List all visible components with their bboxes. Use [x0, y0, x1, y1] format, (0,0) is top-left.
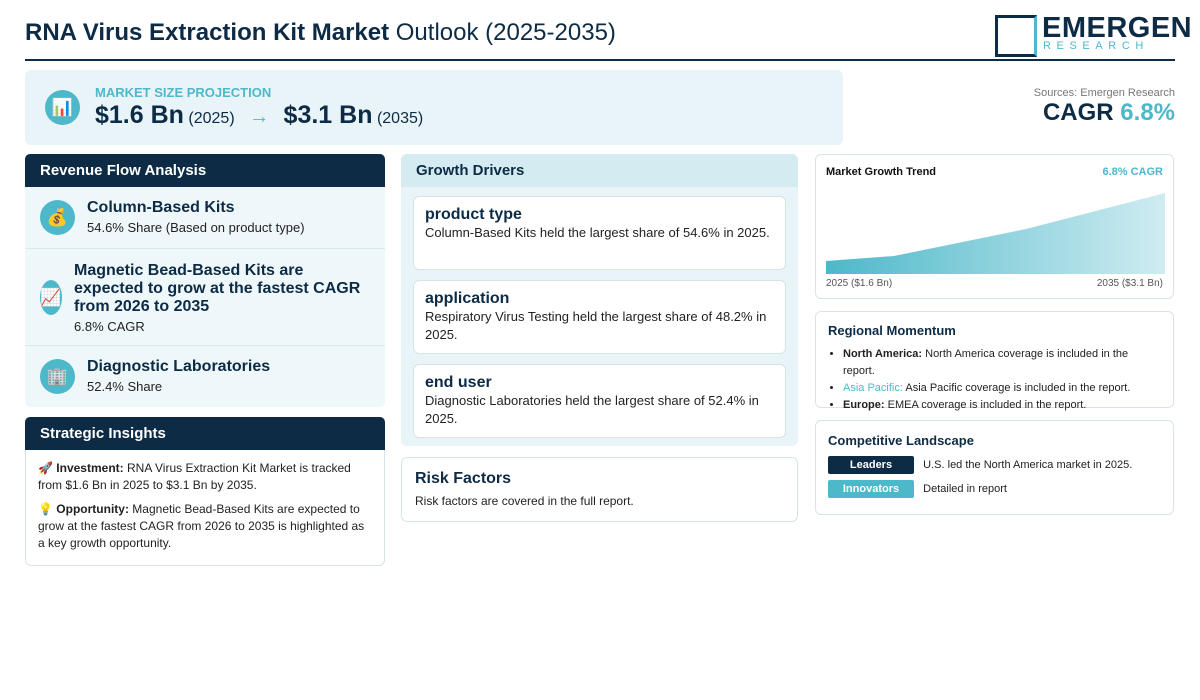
end-value: $3.1 Bn [283, 101, 373, 129]
item-detail: 6.8% CAGR [74, 319, 145, 334]
competitive-text: Detailed in report [923, 483, 1007, 495]
driver-text: Respiratory Virus Testing held the large… [425, 309, 767, 342]
insights-panel: Strategic Insights 🚀 Investment: RNA Vir… [25, 417, 385, 566]
regional-card: Regional Momentum North America: North A… [815, 311, 1174, 411]
badge: Innovators [828, 480, 914, 498]
competitive-title: Competitive Landscape [828, 433, 974, 448]
driver-card: product type Column-Based Kits held the … [413, 196, 786, 270]
competitive-text: U.S. led the North America market in 202… [923, 459, 1133, 471]
cagr-value: 6.8% [1120, 99, 1175, 126]
region-name: Europe: [843, 399, 885, 411]
risk-card: Risk Factors Risk factors are covered in… [401, 457, 798, 522]
revenue-item: 🏢 Diagnostic Laboratories 52.4% Share [25, 346, 385, 407]
trend-cagr: 6.8% CAGR [1102, 166, 1163, 178]
insight-label: Opportunity: [56, 502, 129, 516]
item-title: Diagnostic Laboratories [87, 358, 271, 375]
competitive-row: Innovators Detailed in report [828, 480, 1161, 498]
logo-sub: RESEARCH [1043, 40, 1149, 52]
insight-label: Investment: [56, 461, 124, 475]
trend-title: Market Growth Trend [826, 166, 937, 178]
title-bold: RNA Virus Extraction Kit Market [25, 19, 390, 46]
driver-title: end user [425, 374, 492, 391]
revenue-item: 📈 Magnetic Bead-Based Kits are expected … [25, 249, 385, 346]
item-icon: 🏢 [40, 359, 75, 394]
region-name: North America: [843, 348, 923, 360]
badge: Leaders [828, 456, 914, 474]
projection-values: $1.6 Bn (2025) → $3.1 Bn (2035) [95, 101, 423, 130]
cagr: CAGR 6.8% [1043, 99, 1175, 127]
drivers-panel: Growth Drivers product type Column-Based… [401, 154, 798, 446]
panel-title: Growth Drivers [401, 154, 798, 187]
end-year: (2035) [376, 110, 424, 127]
driver-text: Column-Based Kits held the largest share… [425, 225, 770, 240]
revenue-items: 💰 Column-Based Kits 54.6% Share (Based o… [25, 187, 385, 407]
driver-card: end user Diagnostic Laboratories held th… [413, 364, 786, 438]
item-title: Column-Based Kits [87, 199, 235, 216]
logo-mark [995, 15, 1037, 57]
panel-title: Revenue Flow Analysis [25, 154, 385, 187]
insight: 🚀 Investment: RNA Virus Extraction Kit M… [38, 460, 372, 494]
risk-title: Risk Factors [415, 470, 512, 487]
competitive-row: Leaders U.S. led the North America marke… [828, 456, 1161, 474]
driver-title: product type [425, 206, 522, 223]
insights-body: 🚀 Investment: RNA Virus Extraction Kit M… [25, 450, 385, 566]
revenue-panel: Revenue Flow Analysis 💰 Column-Based Kit… [25, 154, 385, 407]
title-rest: Outlook (2025-2035) [395, 19, 616, 46]
regional-list: North America: North America coverage is… [828, 346, 1161, 414]
panel-title: Strategic Insights [25, 417, 385, 450]
sources: Sources: Emergen Research [1033, 87, 1175, 99]
driver-title: application [425, 290, 510, 307]
region-name: Asia Pacific: [843, 382, 903, 394]
region-text: EMEA coverage is included in the report. [887, 399, 1087, 411]
item-detail: 54.6% Share (Based on product type) [87, 220, 305, 235]
driver-text: Diagnostic Laboratories held the largest… [425, 393, 759, 426]
revenue-item: 💰 Column-Based Kits 54.6% Share (Based o… [25, 187, 385, 249]
region-item: Asia Pacific: Asia Pacific coverage is i… [843, 380, 1161, 397]
cagr-label: CAGR [1042, 99, 1114, 126]
insight-icon: 💡 [38, 502, 53, 516]
region-text: North America coverage is included in th… [843, 348, 1129, 377]
trend-area [826, 193, 1165, 274]
insight: 💡 Opportunity: Magnetic Bead-Based Kits … [38, 501, 372, 552]
trend-card: Market Growth Trend 6.8% CAGR 2025 ($1.6… [815, 154, 1174, 299]
insight-text: Magnetic Bead-Based Kits are expected to… [38, 502, 365, 550]
risk-text: Risk factors are covered in the full rep… [415, 494, 634, 508]
projection-icon: 📊 [45, 90, 80, 125]
title: RNA Virus Extraction Kit Market Outlook … [25, 19, 616, 47]
region-item: Europe: EMEA coverage is included in the… [843, 397, 1161, 414]
driver-card: application Respiratory Virus Testing he… [413, 280, 786, 354]
region-item: North America: North America coverage is… [843, 346, 1161, 380]
trend-end: 2035 ($3.1 Bn) [1096, 278, 1163, 289]
projection-label: MARKET SIZE PROJECTION [95, 85, 272, 100]
header-rule [25, 59, 1175, 61]
arrow: → [249, 106, 270, 128]
regional-title: Regional Momentum [828, 323, 956, 338]
insight-icon: 🚀 [38, 461, 53, 475]
region-text: Asia Pacific coverage is included in the… [905, 382, 1131, 394]
item-icon: 📈 [40, 280, 62, 315]
item-icon: 💰 [40, 200, 75, 235]
start-year: (2025) [188, 110, 235, 127]
item-detail: 52.4% Share [87, 379, 163, 394]
logo-name: EMERGEN [1042, 12, 1193, 44]
competitive-card: Competitive Landscape Leaders U.S. led t… [815, 420, 1174, 515]
item-title: Magnetic Bead-Based Kits are expected to… [74, 262, 361, 315]
trend-start: 2025 ($1.6 Bn) [826, 278, 893, 289]
start-value: $1.6 Bn [95, 101, 184, 129]
trend-shape [826, 193, 1165, 274]
insight-text: RNA Virus Extraction Kit Market is track… [38, 461, 351, 492]
projection-box: 📊 MARKET SIZE PROJECTION $1.6 Bn (2025) … [25, 70, 843, 145]
